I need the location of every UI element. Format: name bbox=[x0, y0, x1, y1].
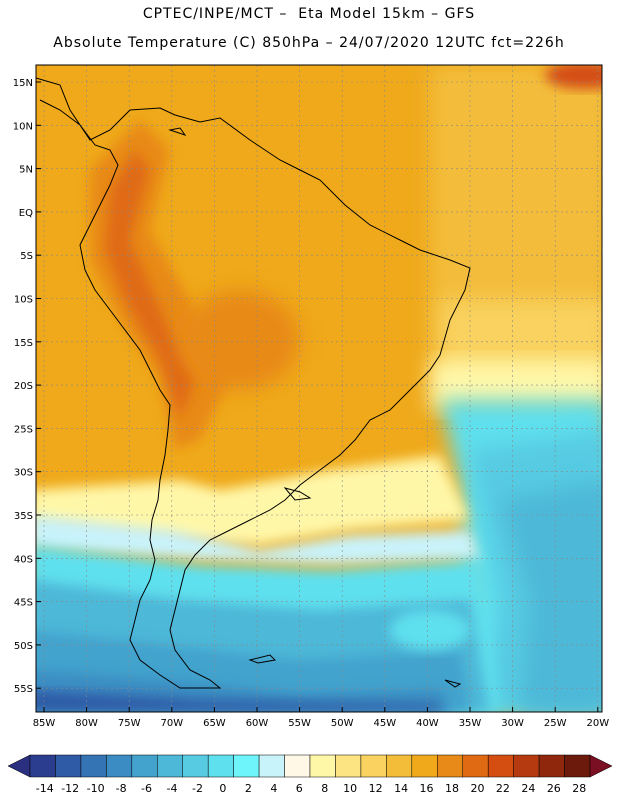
colorbar-tick-label: 6 bbox=[296, 782, 303, 795]
colorbar-swatch bbox=[182, 754, 209, 778]
colorbar-tick-label: -4 bbox=[167, 782, 178, 795]
map-frame bbox=[35, 64, 603, 713]
colorbar-tick-label: 2 bbox=[245, 782, 252, 795]
longitude-label: 85W bbox=[33, 718, 56, 729]
latitude-label: 40S bbox=[14, 554, 33, 565]
colorbar-tick-label: 4 bbox=[270, 782, 277, 795]
colorbar-swatch bbox=[335, 754, 362, 778]
colorbar-swatch bbox=[360, 754, 387, 778]
colorbar-tick-label: 14 bbox=[394, 782, 408, 795]
colorbar-swatch bbox=[462, 754, 489, 778]
latitude-label: 35S bbox=[14, 511, 33, 522]
colorbar-tick-label: 24 bbox=[521, 782, 535, 795]
colorbar-tick-label: -2 bbox=[192, 782, 203, 795]
colorbar-swatch bbox=[106, 754, 133, 778]
latitude-label: 10S bbox=[14, 295, 33, 306]
colorbar-swatch bbox=[284, 754, 311, 778]
colorbar-swatch bbox=[258, 754, 285, 778]
latitude-label: EQ bbox=[19, 208, 33, 219]
latitude-label: 55S bbox=[14, 684, 33, 695]
temperature-field bbox=[36, 65, 602, 712]
colorbar-swatch bbox=[437, 754, 463, 778]
colorbar-swatch bbox=[513, 754, 540, 778]
colorbar-swatch bbox=[157, 754, 183, 778]
longitude-label: 50W bbox=[331, 718, 354, 729]
colorbar-swatch bbox=[233, 754, 260, 778]
longitude-label: 35W bbox=[459, 718, 482, 729]
longitude-label: 60W bbox=[246, 718, 269, 729]
colorbar-tick-label: -8 bbox=[116, 782, 127, 795]
longitude-label: 20W bbox=[586, 718, 609, 729]
latitude-label: 50S bbox=[14, 641, 33, 652]
colorbar-tick-label: -14 bbox=[36, 782, 54, 795]
colorbar-tick-label: 8 bbox=[321, 782, 328, 795]
colorbar-swatch bbox=[131, 754, 158, 778]
latitude-label: 45S bbox=[14, 598, 33, 609]
latitude-axis: 15N 10N 5N EQ 5S 10S 15S 20S 25S 30S 35S 40S 45S 50S 5… bbox=[13, 78, 41, 695]
colorbar-swatch bbox=[207, 754, 234, 778]
colorbar-tick-label: 10 bbox=[343, 782, 357, 795]
colorbar-tick-label: 0 bbox=[219, 782, 226, 795]
chart-title-line-2: Absolute Temperature (C) 850hPa – 24/07/… bbox=[53, 35, 565, 51]
graticule bbox=[36, 65, 602, 712]
latitude-label: 25S bbox=[14, 424, 33, 435]
colorbar-tick-label: -12 bbox=[61, 782, 79, 795]
colorbar-swatch bbox=[564, 754, 591, 778]
longitude-label: 30W bbox=[501, 718, 524, 729]
latitude-label: 15N bbox=[13, 78, 33, 89]
latitude-label: 5N bbox=[19, 165, 33, 176]
latitude-label: 5S bbox=[20, 251, 33, 262]
longitude-label: 75W bbox=[118, 718, 141, 729]
colorbar-tick-label: -10 bbox=[87, 782, 105, 795]
colorbar: -14 -12 -10 -8 -6 -4 -2 0 2 4 6 8 10 12 14 16 18 20 22 24 26… bbox=[7, 754, 613, 795]
colorbar-swatch bbox=[309, 754, 336, 778]
latitude-label: 10N bbox=[13, 121, 33, 132]
longitude-label: 55W bbox=[288, 718, 311, 729]
colorbar-tick-label: 20 bbox=[470, 782, 484, 795]
colorbar-tick-label: 12 bbox=[369, 782, 383, 795]
colorbar-swatch bbox=[487, 754, 514, 778]
colorbar-swatch bbox=[55, 754, 82, 778]
longitude-label: 80W bbox=[75, 718, 98, 729]
chart-title-line-1: CPTEC/INPE/MCT – Eta Model 15km – GFS bbox=[142, 6, 476, 22]
colorbar-tick-label: 18 bbox=[445, 782, 459, 795]
longitude-label: 65W bbox=[203, 718, 226, 729]
colorbar-tick-label: 28 bbox=[572, 782, 586, 795]
colorbar-swatch bbox=[538, 754, 565, 778]
colorbar-overflow-arrow bbox=[589, 754, 613, 778]
colorbar-swatch bbox=[29, 754, 56, 778]
longitude-label: 70W bbox=[160, 718, 183, 729]
latitude-label: 15S bbox=[14, 338, 33, 349]
colorbar-tick-label: 22 bbox=[496, 782, 510, 795]
colorbar-swatch bbox=[80, 754, 107, 778]
colorbar-swatch bbox=[386, 754, 413, 778]
longitude-axis: 85W 80W 75W 70W 65W 60W 55W 50W 45W 40W 35W 30W 25W 2… bbox=[33, 707, 609, 729]
colorbar-underflow-arrow bbox=[7, 754, 31, 778]
coastline bbox=[36, 77, 471, 689]
colorbar-tick-label: -6 bbox=[141, 782, 152, 795]
colorbar-tick-label: 26 bbox=[547, 782, 561, 795]
latitude-label: 30S bbox=[14, 468, 33, 479]
longitude-label: 45W bbox=[373, 718, 396, 729]
latitude-label: 20S bbox=[14, 381, 33, 392]
colorbar-swatch bbox=[411, 754, 438, 778]
longitude-label: 25W bbox=[544, 718, 567, 729]
longitude-label: 40W bbox=[416, 718, 439, 729]
colorbar-tick-label: 16 bbox=[420, 782, 434, 795]
